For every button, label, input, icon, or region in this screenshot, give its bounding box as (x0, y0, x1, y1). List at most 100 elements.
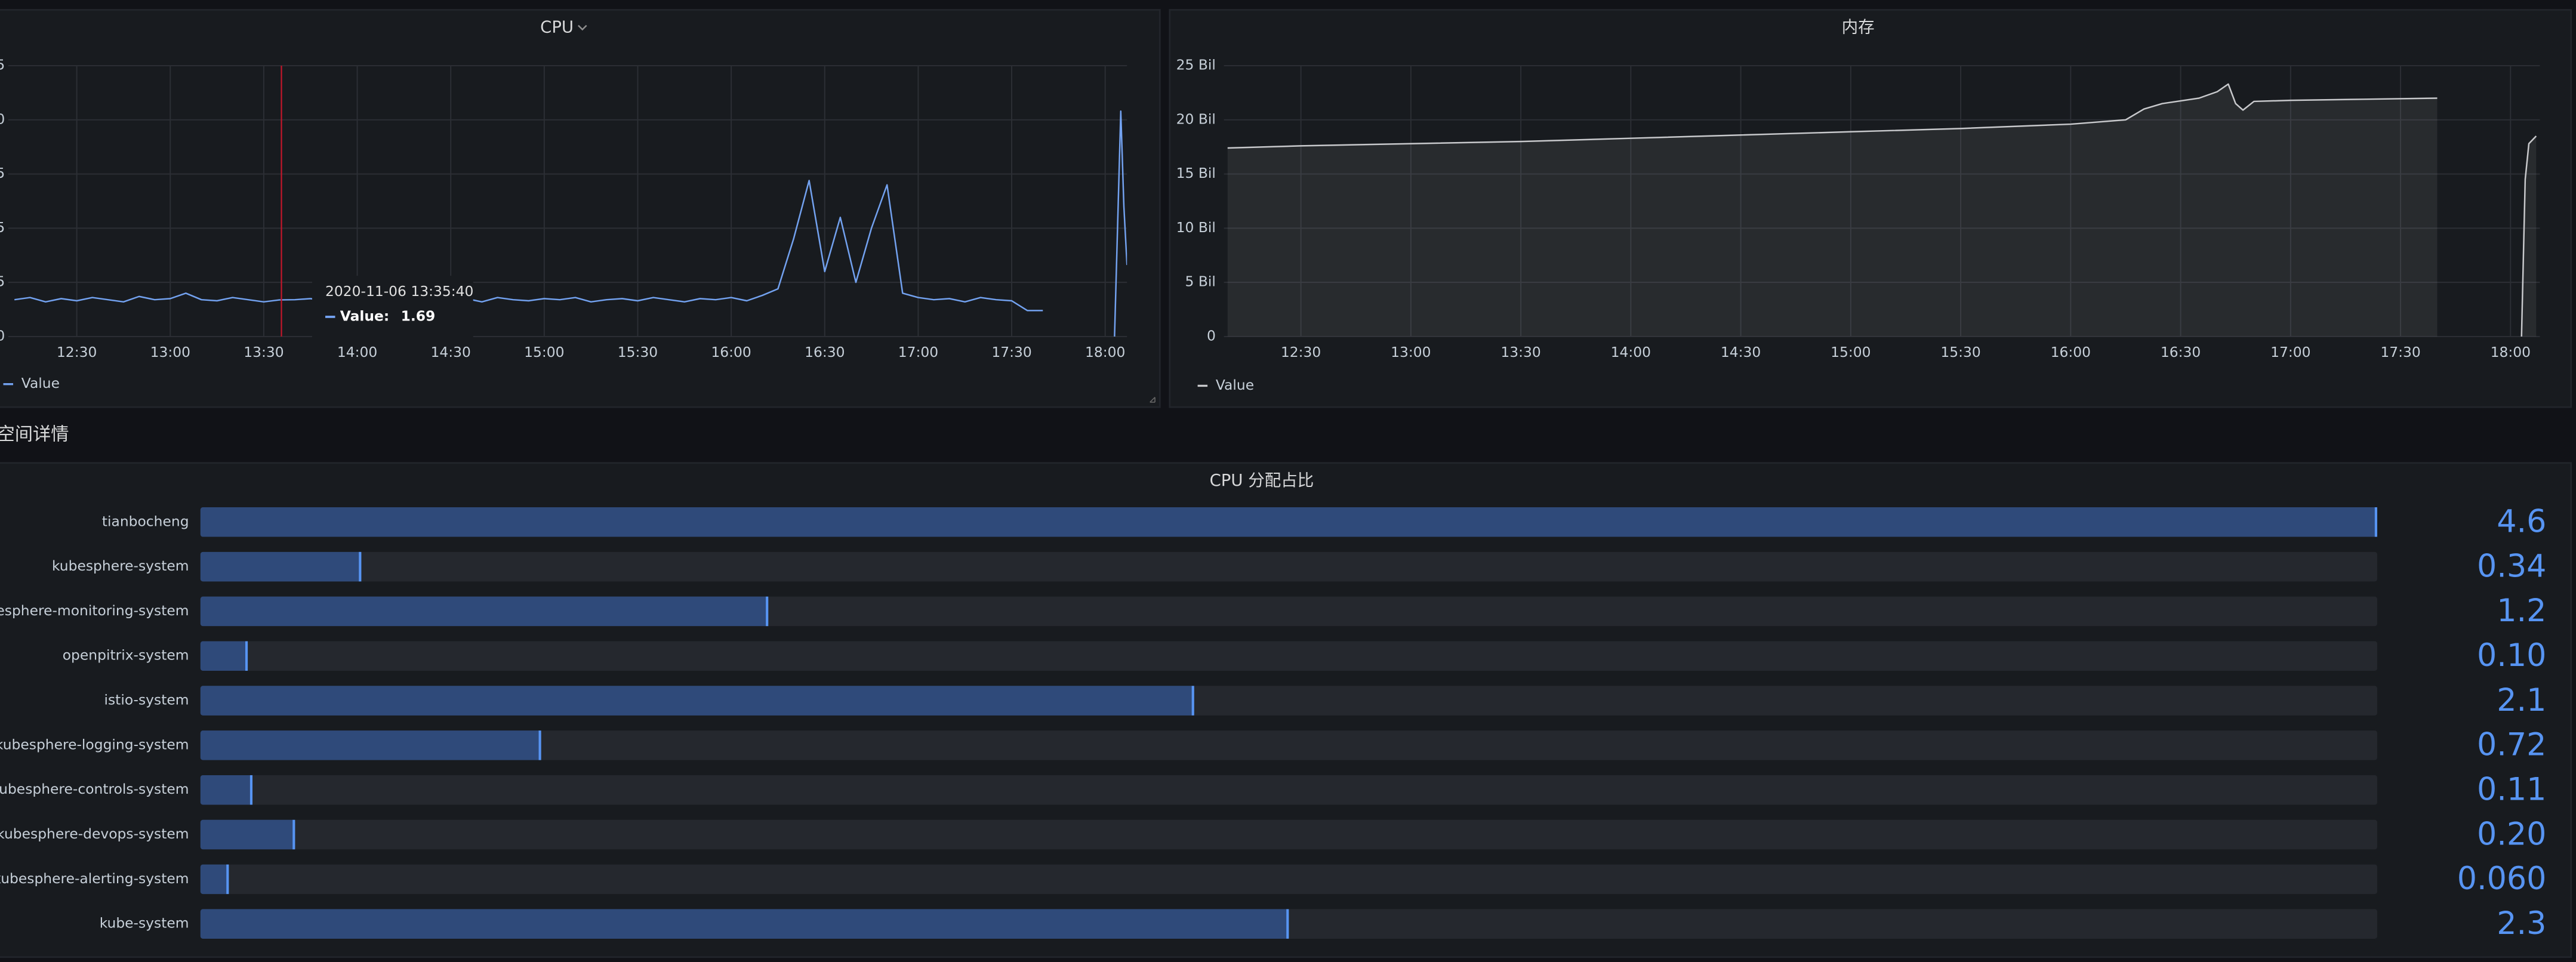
panel-title[interactable]: CPU (540, 18, 574, 37)
bar-end (1191, 686, 1194, 716)
bar-value: 0.060 (2457, 861, 2547, 897)
x-tick-label: 14:00 (1611, 344, 1651, 360)
bar (200, 864, 229, 895)
panel-title: CPU 分配占比 (1210, 471, 1314, 490)
y-tick-label: 25 Bil (1176, 57, 1216, 73)
bar-label: kubesphere-devops-system (0, 825, 189, 842)
bar-track (200, 775, 2377, 805)
bar-end (2374, 507, 2377, 537)
bar-track (200, 864, 2377, 895)
bar-end (249, 775, 253, 805)
bar-track (200, 641, 2377, 671)
tooltip-label: Value: (340, 307, 389, 324)
x-tick-label: 15:00 (524, 344, 564, 360)
x-tick-label: 13:00 (1391, 344, 1431, 360)
y-tick-label: 5 (0, 219, 5, 236)
bar (200, 775, 253, 805)
bar-label: openpitrix-system (63, 647, 189, 664)
y-tick-label: 10 (0, 110, 5, 127)
bar-value: 1.2 (2497, 593, 2546, 629)
bar-track (200, 819, 2377, 850)
tooltip-value: 1.69 (401, 307, 436, 324)
bar-end (245, 641, 248, 671)
x-tick-label: 14:00 (337, 344, 377, 360)
y-tick-label: 12.5 (0, 57, 5, 73)
x-tick-label: 15:30 (1940, 344, 1980, 360)
bar (200, 730, 541, 760)
bar (200, 819, 295, 850)
x-tick-label: 13:30 (244, 344, 284, 360)
x-tick-label: 13:30 (1500, 344, 1540, 360)
x-tick-label: 12:30 (57, 344, 97, 360)
bar (200, 507, 2377, 537)
series-line (1227, 83, 2537, 337)
x-tick-label: 14:30 (431, 344, 471, 360)
bar-track (200, 551, 2377, 582)
x-tick-label: 15:30 (618, 344, 658, 360)
cpu-panel (0, 9, 1161, 408)
y-tick-label: 5 Bil (1185, 273, 1216, 290)
series-line (14, 110, 1127, 337)
x-tick-label: 16:00 (2051, 344, 2091, 360)
row-title[interactable]: 空间详情 (0, 424, 69, 445)
bar-value: 4.6 (2497, 504, 2546, 540)
x-tick-label: 18:00 (1085, 344, 1125, 360)
bar-value: 0.34 (2477, 548, 2546, 584)
y-tick-label: 2.5 (0, 273, 5, 290)
bar-end (538, 730, 541, 760)
bar-end (226, 864, 229, 895)
bar-label: kubesphere-system (52, 557, 189, 574)
x-tick-label: 16:00 (711, 344, 751, 360)
bar (200, 909, 1289, 939)
bar-label: kubesphere-alerting-system (0, 870, 189, 887)
x-tick-label: 17:00 (898, 344, 938, 360)
bar (200, 596, 769, 627)
tooltip-time: 2020-11-06 13:35:40 (325, 283, 473, 300)
bar-value: 0.20 (2477, 816, 2546, 852)
x-tick-label: 16:30 (2161, 344, 2201, 360)
bar-label: kube-system (100, 915, 189, 932)
y-tick-label: 0 (1207, 327, 1216, 344)
bar-end (359, 551, 362, 582)
bar-value: 2.3 (2497, 905, 2546, 942)
tooltip-box (312, 276, 473, 338)
resize-handle[interactable] (1150, 397, 1155, 403)
y-tick-label: 10 Bil (1176, 219, 1216, 236)
legend-label[interactable]: Value (21, 375, 60, 391)
x-tick-label: 17:30 (991, 344, 1031, 360)
x-tick-label: 13:00 (150, 344, 190, 360)
bar-label: kubesphere-monitoring-system (0, 602, 189, 619)
bar-value: 0.72 (2477, 727, 2546, 763)
bar-label: kubesphere-controls-system (0, 781, 189, 797)
series-area (1227, 84, 2537, 337)
x-tick-label: 14:30 (1721, 344, 1761, 360)
y-tick-label: 7.5 (0, 165, 5, 181)
bar-label: tianbocheng (102, 513, 189, 529)
bar-label: kubesphere-logging-system (0, 736, 189, 753)
bar (200, 641, 248, 671)
x-tick-label: 17:00 (2270, 344, 2310, 360)
memory-panel (1169, 9, 2572, 408)
bar-label: istio-system (104, 692, 189, 708)
panel-title: 内存 (1842, 18, 1875, 37)
bar (200, 686, 1194, 716)
y-tick-label: 20 Bil (1176, 110, 1216, 127)
legend-label[interactable]: Value (1216, 377, 1254, 393)
bar-value: 0.10 (2477, 637, 2546, 674)
bar-end (292, 819, 295, 850)
x-tick-label: 17:30 (2380, 344, 2420, 360)
bar-value: 0.11 (2477, 771, 2546, 807)
bar-value: 2.1 (2497, 682, 2546, 719)
x-tick-label: 12:30 (1281, 344, 1321, 360)
bar-end (766, 596, 769, 627)
bar-track (200, 730, 2377, 760)
x-tick-label: 15:00 (1831, 344, 1871, 360)
title-chevron[interactable] (578, 24, 587, 31)
y-tick-label: 15 Bil (1176, 165, 1216, 181)
x-tick-label: 16:30 (805, 344, 845, 360)
bar (200, 551, 362, 582)
x-tick-label: 18:00 (2491, 344, 2531, 360)
chart-layer: 0 2.5 5 7.5 10 12.5 12:30 13:00 13:30 14:00 14:30 1… (0, 57, 2546, 942)
